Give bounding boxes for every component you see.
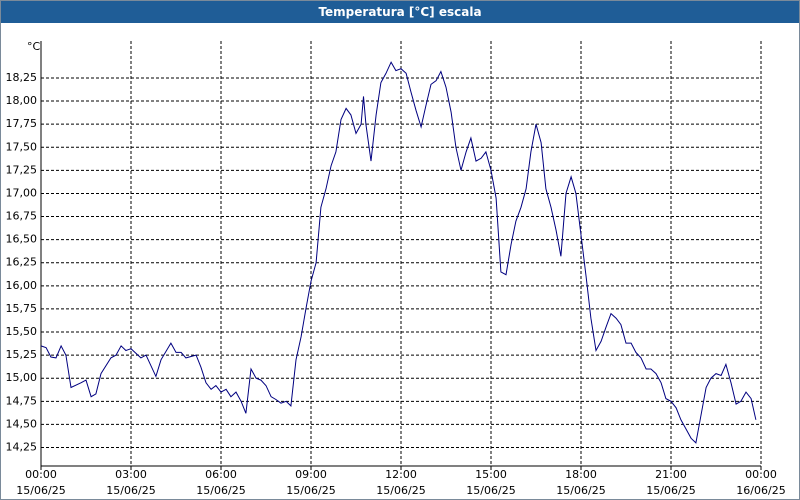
chart: °C 14,25 14,50 14,75 15,00 15,25 15,50 15,75 16… [6,40,786,497]
y-tick-label: 15,50 [6,325,38,338]
y-tick-label: 17,75 [6,117,38,130]
x-tick-date: 15/06/25 [556,484,605,497]
x-tick-label: 00:00 [745,468,777,481]
x-tick-date: 15/06/25 [106,484,155,497]
x-tick-date: 15/06/25 [16,484,65,497]
y-tick-label: 14,25 [6,441,38,454]
x-tick-date: 15/06/25 [376,484,425,497]
x-tick-label: 00:00 [25,468,57,481]
y-tick-label: 15,00 [6,371,38,384]
y-tick-label: 16,25 [6,256,38,269]
y-tick-label: 15,75 [6,302,38,315]
y-tick-label: 14,50 [6,417,38,430]
y-tick-label: 16,50 [6,233,38,246]
x-tick-label: 18:00 [565,468,597,481]
y-axis-label: °C [27,40,41,53]
y-tick-label: 15,25 [6,348,38,361]
x-tick-label: 15:00 [475,468,507,481]
x-tick-label: 06:00 [205,468,237,481]
y-tick-label: 16,00 [6,279,38,292]
x-tick-date: 15/06/25 [646,484,695,497]
x-tick-label: 21:00 [655,468,687,481]
temperature-line [40,61,757,444]
y-tick-label: 18,25 [6,71,38,84]
y-tick-label: 14,75 [6,394,38,407]
x-tick-label: 09:00 [295,468,327,481]
x-tick-date: 15/06/25 [466,484,515,497]
y-tick-label: 17,50 [6,140,38,153]
y-tick-label: 17,25 [6,163,38,176]
y-tick-label: 18,00 [6,94,38,107]
x-tick-date: 15/06/25 [286,484,335,497]
x-tick-date: 15/06/25 [196,484,245,497]
y-tick-label: 16,75 [6,210,38,223]
x-tick-label: 12:00 [385,468,417,481]
x-tick-date: 16/06/25 [736,484,785,497]
x-tick-label: 03:00 [115,468,147,481]
title-bar: Temperatura [°C] escala [1,1,799,23]
y-tick-label: 17,00 [6,186,38,199]
